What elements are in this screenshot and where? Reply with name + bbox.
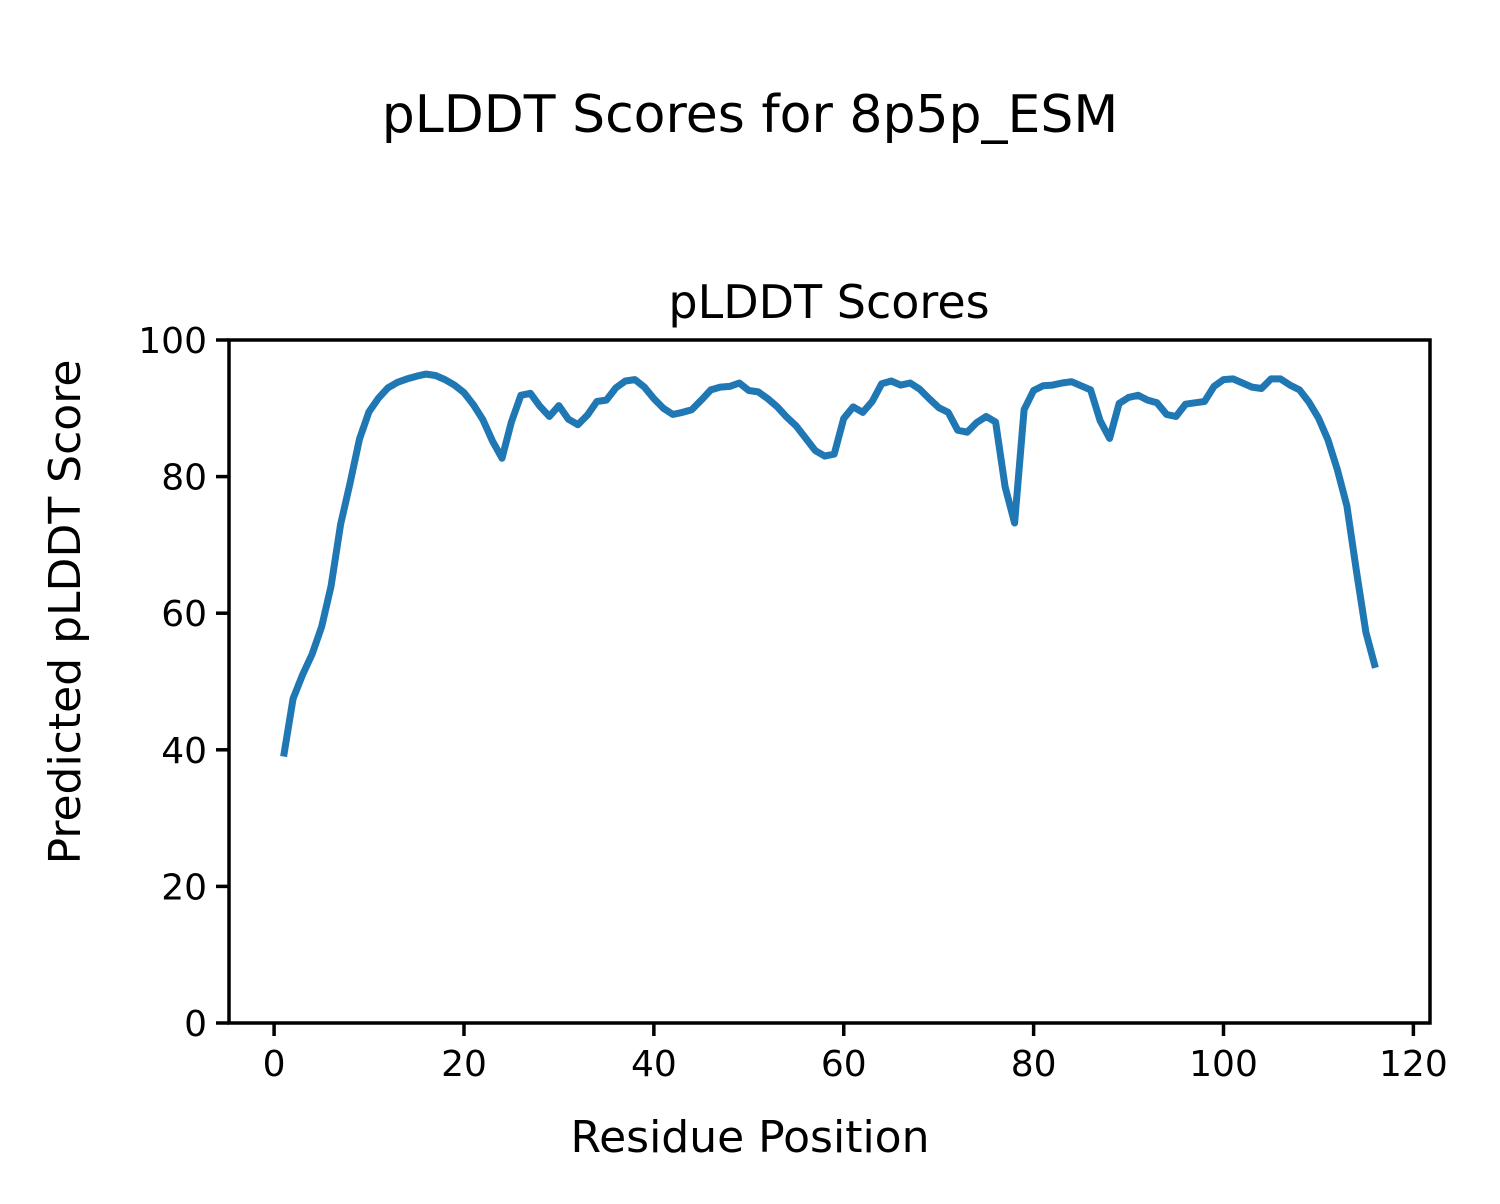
x-axis-ticks: 0 20 40 60 80 100 120 (263, 1023, 1448, 1085)
x-tick-label: 60 (821, 1044, 867, 1085)
y-tick-label: 60 (161, 594, 207, 635)
x-tick-label: 80 (1011, 1044, 1057, 1085)
x-tick-label: 0 (263, 1044, 286, 1085)
y-tick-label: 40 (161, 731, 207, 772)
plddt-line-series (280, 370, 1379, 758)
x-tick-label: 40 (631, 1044, 677, 1085)
x-tick-label: 20 (441, 1044, 487, 1085)
y-tick-label: 80 (161, 458, 207, 499)
y-tick-label: 0 (184, 1004, 207, 1045)
x-axis-label: Residue Position (570, 1112, 929, 1163)
x-tick-label: 120 (1379, 1044, 1448, 1085)
y-axis-ticks: 0 20 40 60 80 100 (138, 321, 229, 1045)
y-tick-label: 20 (161, 867, 207, 908)
figure-suptitle: pLDDT Scores for 8p5p_ESM (382, 85, 1119, 145)
x-tick-label: 100 (1189, 1044, 1258, 1085)
axes-title: pLDDT Scores (668, 275, 989, 329)
y-tick-label: 100 (138, 321, 207, 362)
plot-area-spines (227, 338, 1432, 1025)
y-axis-label: Predicted pLDDT Score (40, 360, 91, 865)
